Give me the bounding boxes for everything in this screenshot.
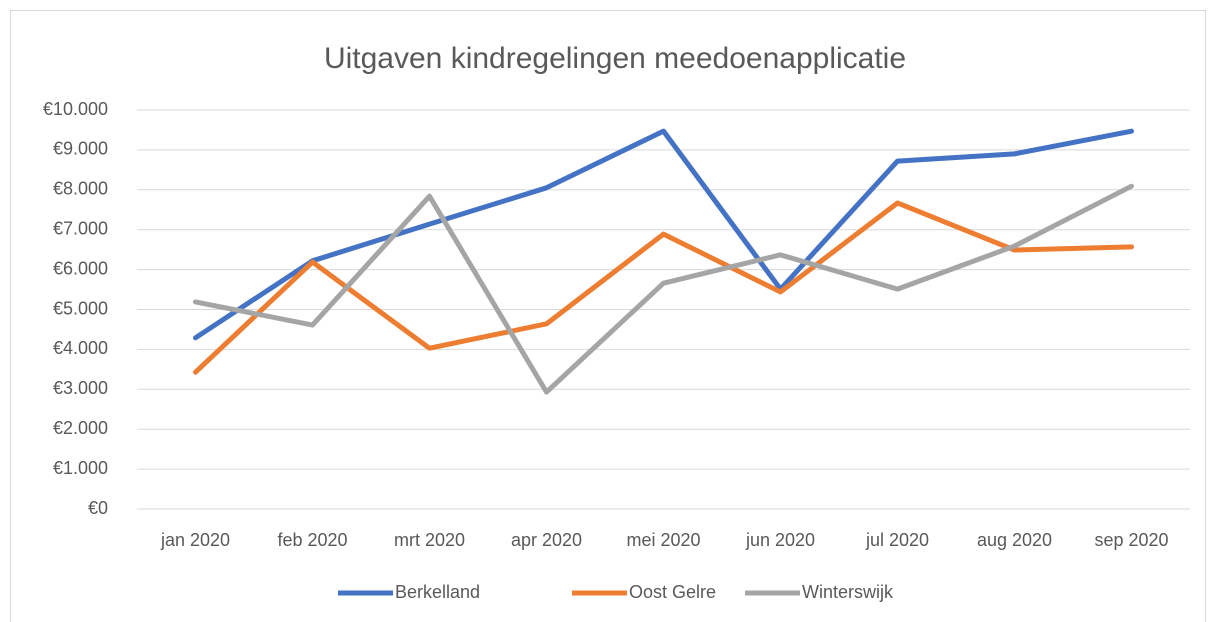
y-tick-label: €3.000 [53,378,108,398]
y-tick-label: €5.000 [53,298,108,318]
x-tick-label: mrt 2020 [394,530,465,550]
y-tick-label: €6.000 [53,258,108,278]
x-tick-label: jul 2020 [865,530,929,550]
x-tick-label: mei 2020 [626,530,700,550]
y-tick-label: €2.000 [53,418,108,438]
chart-border [10,10,1206,622]
legend-label: Berkelland [395,582,480,602]
y-tick-label: €9.000 [53,139,108,159]
series-line [193,183,1134,395]
legend-label: Oost Gelre [629,582,716,602]
series-line [193,128,1134,341]
x-tick-label: feb 2020 [277,530,347,550]
series-line [193,200,1134,375]
y-tick-label: €10.000 [43,99,108,119]
x-tick-label: jun 2020 [745,530,815,550]
y-tick-label: €8.000 [53,179,108,199]
x-tick-label: jan 2020 [160,530,230,550]
legend-label: Winterswijk [802,582,894,602]
x-tick-label: sep 2020 [1094,530,1168,550]
chart-title: Uitgaven kindregelingen meedoenapplicati… [324,42,906,75]
x-tick-label: aug 2020 [977,530,1052,550]
y-tick-label: €1.000 [53,458,108,478]
y-tick-label: €4.000 [53,338,108,358]
x-tick-label: apr 2020 [511,530,582,550]
y-tick-label: €7.000 [53,218,108,238]
y-tick-label: €0 [88,498,108,518]
